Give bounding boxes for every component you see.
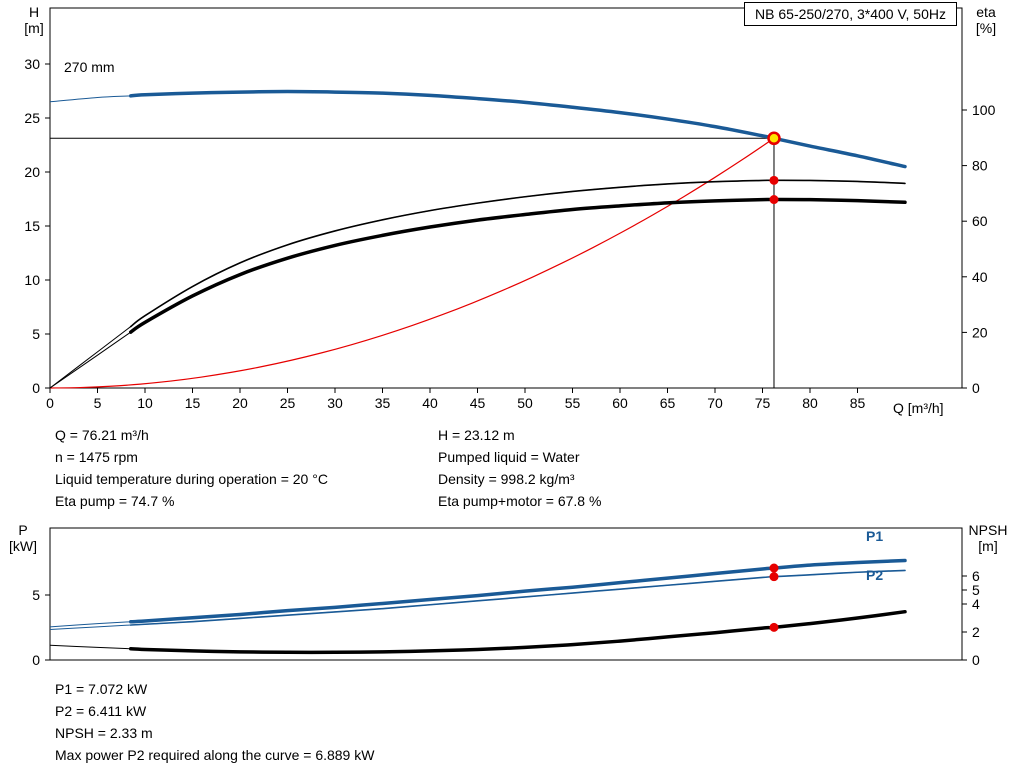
result-p2: P2 = 6.411 kW xyxy=(55,703,147,719)
x-tick-label: 15 xyxy=(185,395,201,411)
head-axis-title-line1: H xyxy=(28,4,40,20)
y-left-tick-label: 10 xyxy=(24,272,40,288)
power-axis-title-line2: [kW] xyxy=(9,538,37,554)
plot-frame xyxy=(49,7,963,389)
y-left-tick-label: 30 xyxy=(24,56,40,72)
result-max-p2: Max power P2 required along the curve = … xyxy=(55,747,375,763)
y-left-tick-label: 5 xyxy=(32,587,40,603)
info-eta-pump: Eta pump = 74.7 % xyxy=(55,493,175,509)
x-tick-label: 0 xyxy=(46,395,54,411)
duty-dot-p1 xyxy=(769,563,779,573)
x-tick-label: 20 xyxy=(232,395,248,411)
power-axis-title-line1: P xyxy=(18,522,28,538)
eta-pump-curve-lead xyxy=(49,179,906,389)
eta-pump-motor-curve-lead xyxy=(49,199,906,389)
info-density: Density = 998.2 kg/m³ xyxy=(438,471,575,487)
flow-axis-title: Q [m³/h] xyxy=(893,400,944,416)
head-axis-title: H [m] xyxy=(14,4,54,36)
duty-dot-p2 xyxy=(769,572,779,582)
y-right-tick-label: 6 xyxy=(972,568,980,584)
info-eta-pump-motor: Eta pump+motor = 67.8 % xyxy=(438,493,602,509)
head-curve-270mm xyxy=(129,89,907,169)
x-tick-label: 75 xyxy=(755,395,771,411)
info-head: H = 23.12 m xyxy=(438,427,515,443)
p2-curve xyxy=(129,569,906,626)
result-block: P1 = 7.072 kW P2 = 6.411 kW NPSH = 2.33 … xyxy=(55,678,374,766)
x-tick-label: 35 xyxy=(375,395,391,411)
info-speed: n = 1475 rpm xyxy=(55,449,138,465)
p1-curve-label: P1 xyxy=(866,528,884,544)
info-flow: Q = 76.21 m³/h xyxy=(55,427,149,443)
npsh-axis-title: NPSH [m] xyxy=(962,522,1014,554)
y-right-tick-label: 0 xyxy=(972,652,980,668)
plot-frame xyxy=(49,527,963,661)
result-p1: P1 = 7.072 kW xyxy=(55,681,148,697)
x-tick-label: 45 xyxy=(470,395,486,411)
head-curve-270mm-lead xyxy=(49,91,906,168)
eta-pump-curve xyxy=(129,179,906,328)
y-right-tick-label: 4 xyxy=(972,596,980,612)
duty-dot-eta-pump-motor xyxy=(769,195,779,205)
y-right-tick-label: 5 xyxy=(972,582,980,598)
x-tick-label: 60 xyxy=(612,395,628,411)
duty-dot-npsh xyxy=(769,622,779,632)
result-npsh: NPSH = 2.33 m xyxy=(55,725,153,741)
x-tick-label: 5 xyxy=(94,395,102,411)
y-left-tick-label: 25 xyxy=(24,110,40,126)
x-tick-label: 85 xyxy=(850,395,866,411)
x-tick-label: 40 xyxy=(422,395,438,411)
system-curve xyxy=(49,137,775,389)
y-right-tick-label: 40 xyxy=(972,269,988,285)
pump-title-box: NB 65-250/270, 3*400 V, 50Hz xyxy=(744,2,957,26)
y-left-tick-label: 5 xyxy=(32,326,40,342)
y-left-tick-label: 0 xyxy=(32,652,40,668)
x-tick-label: 10 xyxy=(137,395,153,411)
y-right-tick-label: 80 xyxy=(972,158,988,174)
duty-dot-eta-pump xyxy=(769,175,779,185)
eta-pump-motor-curve xyxy=(129,197,907,334)
x-tick-label: 70 xyxy=(707,395,723,411)
eta-axis-title-line2: [%] xyxy=(975,20,997,36)
y-right-tick-label: 100 xyxy=(972,102,996,118)
eta-axis-title-line1: eta xyxy=(976,4,996,20)
eta-axis-title: eta [%] xyxy=(964,4,1008,36)
head-axis-title-line2: [m] xyxy=(24,20,44,36)
x-tick-label: 50 xyxy=(517,395,533,411)
y-right-tick-label: 60 xyxy=(972,213,988,229)
npsh-axis-title-line1: NPSH xyxy=(968,522,1008,538)
duty-info-right-column: H = 23.12 m Pumped liquid = Water Densit… xyxy=(438,424,601,512)
y-left-tick-label: 15 xyxy=(24,218,40,234)
p1-curve xyxy=(129,558,907,624)
y-left-tick-label: 0 xyxy=(32,380,40,396)
y-right-tick-label: 20 xyxy=(972,324,988,340)
x-tick-label: 65 xyxy=(660,395,676,411)
x-tick-label: 55 xyxy=(565,395,581,411)
x-tick-label: 80 xyxy=(802,395,818,411)
duty-point-marker xyxy=(767,131,781,146)
x-tick-label: 25 xyxy=(280,395,296,411)
x-tick-label: 30 xyxy=(327,395,343,411)
y-left-tick-label: 20 xyxy=(24,164,40,180)
npsh-axis-title-line2: [m] xyxy=(978,538,998,554)
y-right-tick-label: 0 xyxy=(972,380,980,396)
duty-info-left-column: Q = 76.21 m³/h n = 1475 rpm Liquid tempe… xyxy=(55,424,328,512)
impeller-diameter-label: 270 mm xyxy=(64,59,115,75)
info-pumped-liquid: Pumped liquid = Water xyxy=(438,449,580,465)
y-right-tick-label: 2 xyxy=(972,624,980,640)
p2-curve-label: P2 xyxy=(866,567,884,583)
power-axis-title: P [kW] xyxy=(2,522,44,554)
info-liquid-temperature: Liquid temperature during operation = 20… xyxy=(55,471,328,487)
